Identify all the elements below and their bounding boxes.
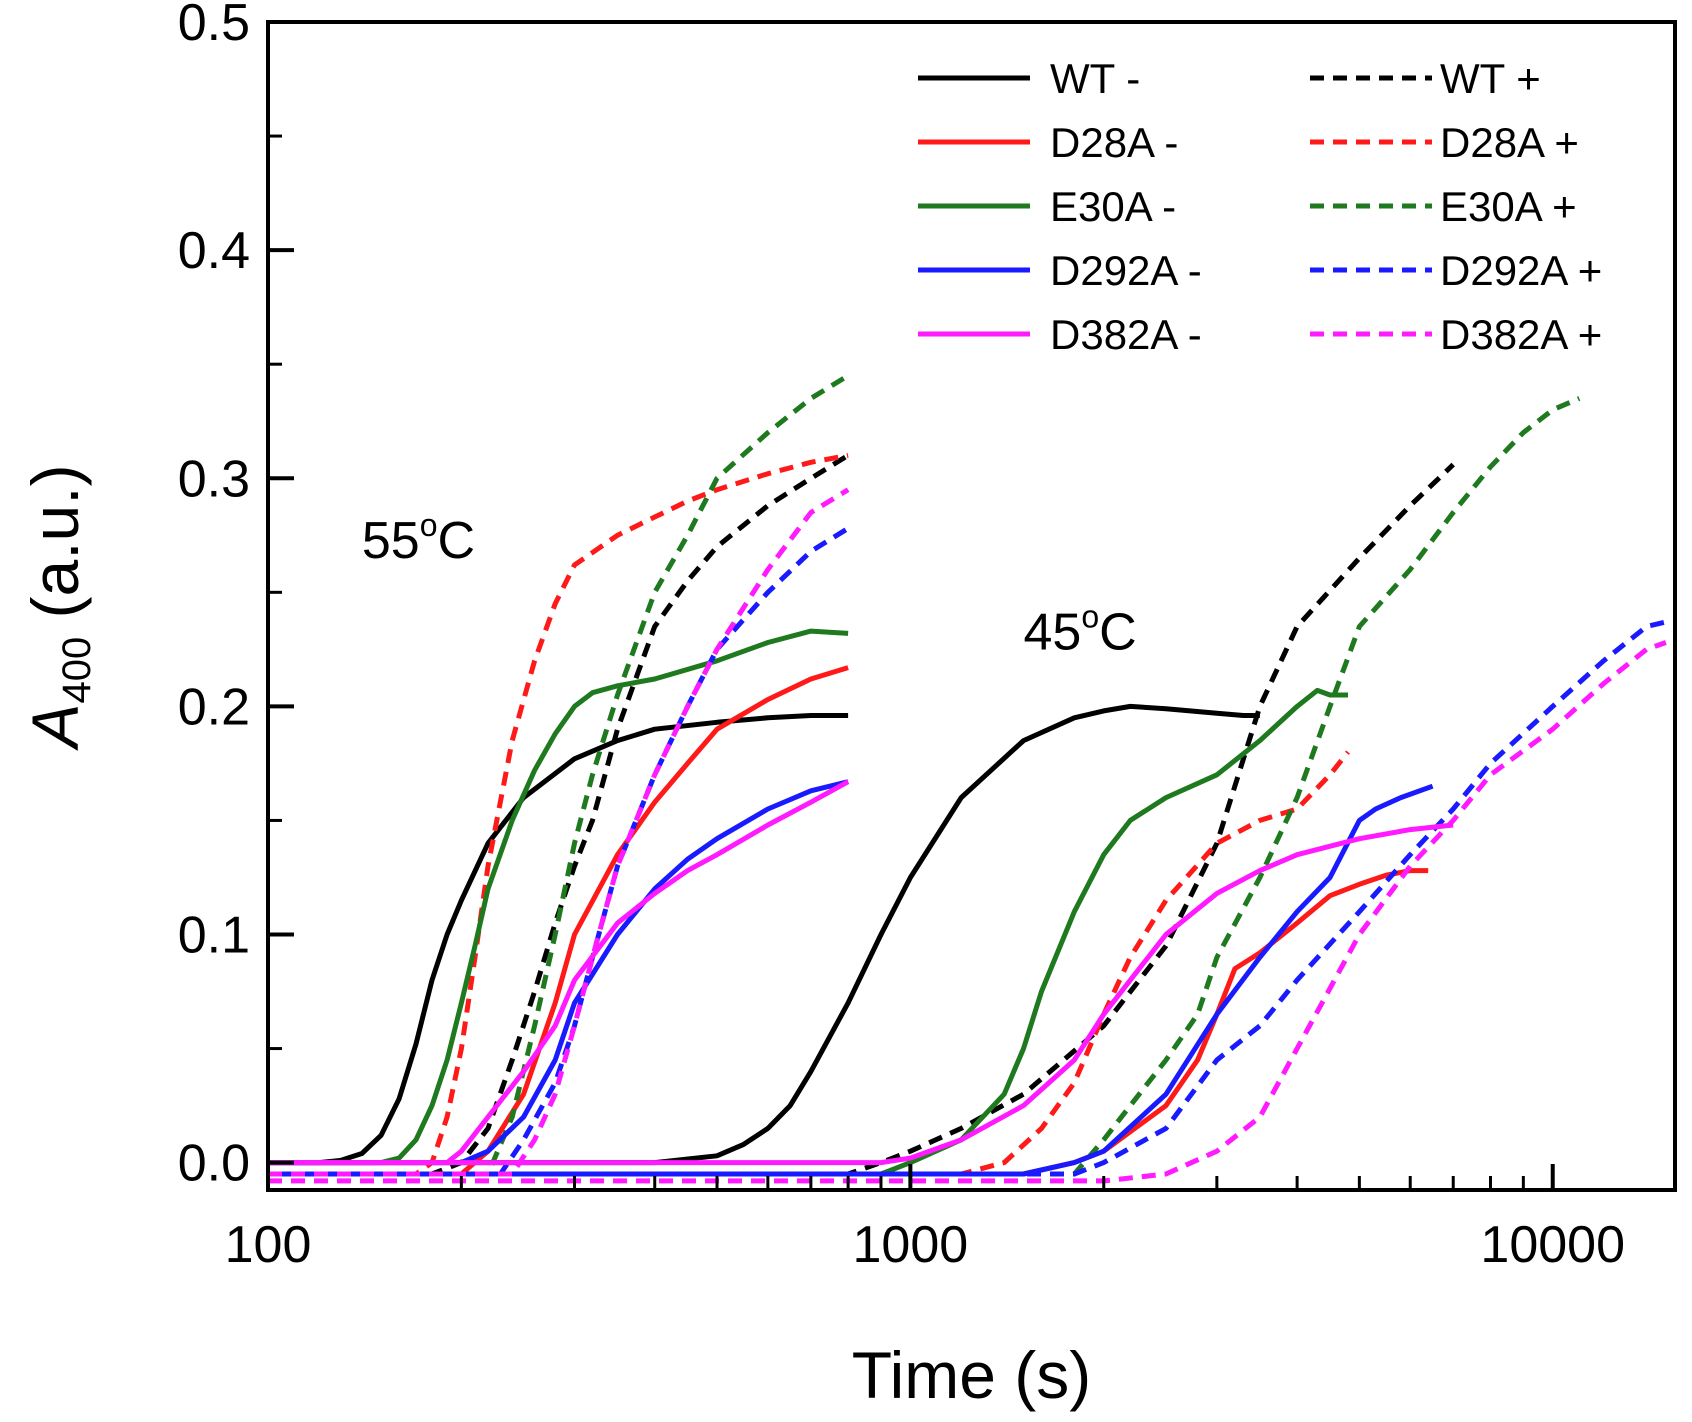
series-line-e30a-plus-10: [268, 373, 850, 1177]
legend-label: WT -: [1050, 55, 1140, 102]
series-line-d382a-minus-16: [268, 779, 850, 1166]
legend-label: E30A -: [1050, 183, 1176, 230]
legend-label: D28A +: [1440, 119, 1579, 166]
y-axis-title: A400 (a.u.): [18, 464, 99, 751]
x-tick-label: 10000: [1480, 1216, 1625, 1274]
series-line-wt-plus-2: [268, 453, 850, 1177]
x-tick-label: 100: [225, 1216, 312, 1274]
series-line-d382a-minus-17: [268, 822, 1454, 1166]
legend-label: D382A -: [1050, 311, 1202, 358]
y-tick-label: 0.2: [178, 678, 250, 736]
plot-frame: [266, 20, 1677, 1192]
series-line-e30a-minus-9: [268, 687, 1348, 1177]
legend: WT - WT + D28A - D28A + E30A - E30A + D292A - D…: [918, 55, 1602, 358]
series-line-d382a-plus-19: [268, 640, 1667, 1184]
y-axis-title-suffix: (a.u.): [18, 464, 92, 636]
y-tick-label: 0.5: [178, 0, 250, 52]
series-line-d292a-plus-14: [268, 526, 850, 1177]
ticks-layer: 100 1000 10000 0.0 0.1 0.2 0.3 0.4 0.5: [178, 0, 1625, 1274]
y-axis-title-subscript: 400: [55, 637, 99, 704]
legend-label: D382A +: [1440, 311, 1602, 358]
series-line-d28a-minus-5: [268, 868, 1429, 1177]
series-line-d292a-minus-12: [268, 779, 849, 1166]
y-tick-label: 0.0: [178, 1135, 250, 1193]
legend-label: D292A +: [1440, 247, 1602, 294]
legend-label: D292A -: [1050, 247, 1202, 294]
series-layer: [268, 373, 1667, 1184]
legend-label: E30A +: [1440, 183, 1577, 230]
series-line-d382a-plus-18: [268, 487, 850, 1177]
series-line-wt-minus-1: [268, 703, 1260, 1166]
temperature-annotation: 55oC: [362, 507, 475, 570]
series-line-e30a-plus-11: [268, 396, 1581, 1177]
series-line-wt-minus-0: [268, 713, 849, 1166]
series-line-d292a-minus-13: [268, 783, 1434, 1177]
series-line-d28a-plus-6: [268, 452, 849, 1177]
y-tick-label: 0.4: [178, 222, 250, 280]
series-line-d292a-plus-15: [268, 619, 1667, 1177]
x-tick-label: 1000: [853, 1216, 969, 1274]
temperature-annotation: 45oC: [1023, 598, 1136, 661]
series-line-d28a-plus-7: [268, 750, 1350, 1177]
legend-label: D28A -: [1050, 119, 1178, 166]
y-tick-label: 0.3: [178, 450, 250, 508]
series-line-wt-plus-3: [268, 462, 1455, 1177]
series-line-e30a-minus-8: [268, 628, 849, 1166]
y-tick-label: 0.1: [178, 907, 250, 965]
annotations: 55oC 45oC: [362, 507, 1137, 661]
y-axis-title-main: A: [18, 704, 92, 752]
x-axis-title: Time (s): [852, 1338, 1092, 1412]
legend-label: WT +: [1440, 55, 1541, 102]
